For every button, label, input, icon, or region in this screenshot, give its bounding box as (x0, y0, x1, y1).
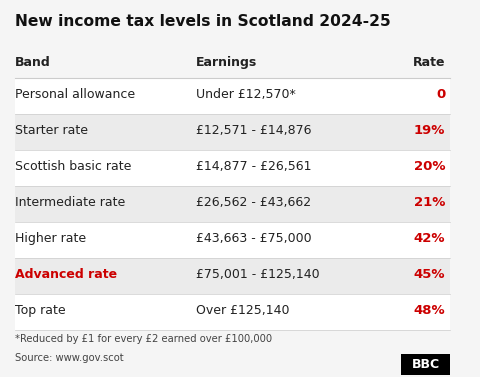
Text: 19%: 19% (414, 124, 445, 137)
Text: 0: 0 (436, 89, 445, 101)
Text: Higher rate: Higher rate (15, 232, 86, 245)
Text: *Reduced by £1 for every £2 earned over £100,000: *Reduced by £1 for every £2 earned over … (15, 334, 272, 344)
FancyBboxPatch shape (15, 114, 450, 150)
Text: £26,562 - £43,662: £26,562 - £43,662 (195, 196, 311, 209)
Text: Over £125,140: Over £125,140 (195, 304, 289, 317)
Text: 20%: 20% (414, 160, 445, 173)
FancyBboxPatch shape (15, 222, 450, 258)
Text: 48%: 48% (414, 304, 445, 317)
Text: Under £12,570*: Under £12,570* (195, 89, 295, 101)
Text: BBC: BBC (411, 358, 440, 371)
FancyBboxPatch shape (15, 186, 450, 222)
Text: Band: Band (15, 56, 51, 69)
Text: New income tax levels in Scotland 2024-25: New income tax levels in Scotland 2024-2… (15, 14, 391, 29)
Text: Scottish basic rate: Scottish basic rate (15, 160, 132, 173)
FancyBboxPatch shape (15, 150, 450, 186)
Text: Starter rate: Starter rate (15, 124, 88, 137)
Text: Intermediate rate: Intermediate rate (15, 196, 125, 209)
Text: Top rate: Top rate (15, 304, 66, 317)
Text: 45%: 45% (414, 268, 445, 281)
FancyBboxPatch shape (401, 354, 450, 375)
Text: £12,571 - £14,876: £12,571 - £14,876 (195, 124, 311, 137)
Text: Advanced rate: Advanced rate (15, 268, 118, 281)
Text: Rate: Rate (413, 56, 445, 69)
Text: £14,877 - £26,561: £14,877 - £26,561 (195, 160, 311, 173)
FancyBboxPatch shape (15, 258, 450, 294)
FancyBboxPatch shape (15, 78, 450, 114)
Text: Source: www.gov.scot: Source: www.gov.scot (15, 353, 124, 363)
Text: Earnings: Earnings (195, 56, 257, 69)
FancyBboxPatch shape (15, 294, 450, 329)
Text: £43,663 - £75,000: £43,663 - £75,000 (195, 232, 311, 245)
Text: Personal allowance: Personal allowance (15, 89, 135, 101)
Text: £75,001 - £125,140: £75,001 - £125,140 (195, 268, 319, 281)
Text: 21%: 21% (414, 196, 445, 209)
Text: 42%: 42% (414, 232, 445, 245)
